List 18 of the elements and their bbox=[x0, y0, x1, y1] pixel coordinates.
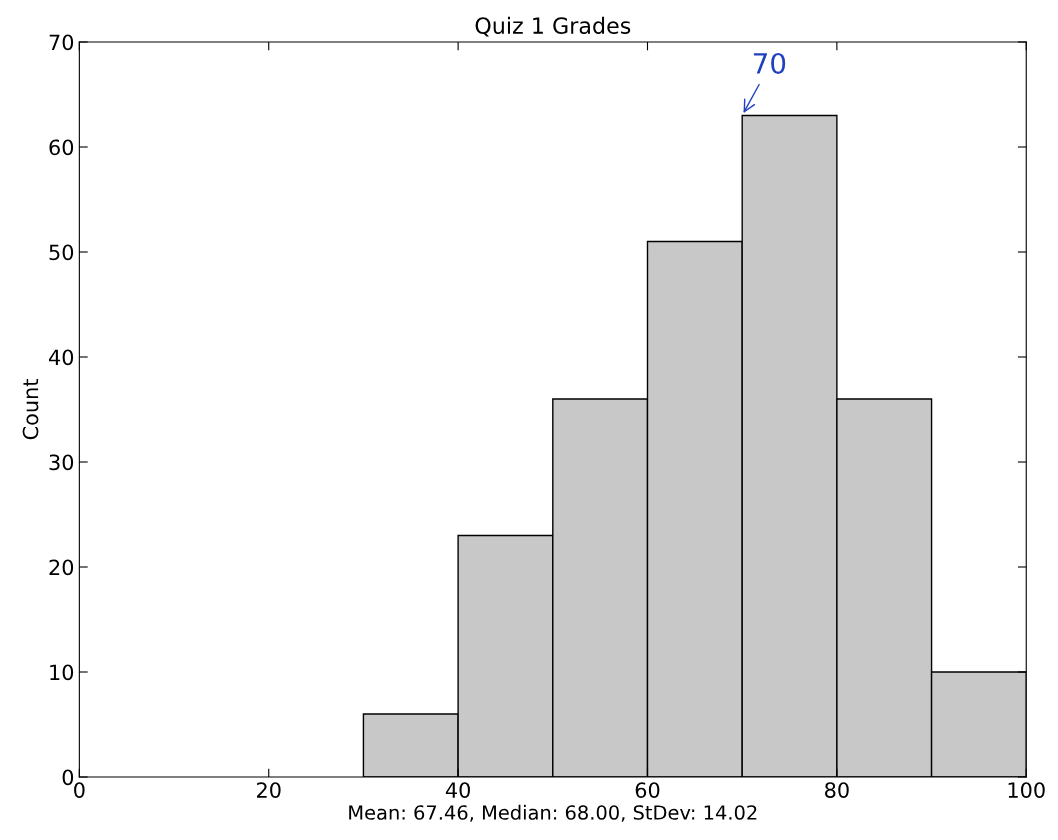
x-tick-label: 60 bbox=[635, 782, 660, 798]
y-tick-label: 20 bbox=[49, 559, 74, 576]
x-tick-label: 40 bbox=[445, 782, 470, 798]
chart-title: Quiz 1 Grades bbox=[475, 16, 631, 37]
x-tick-label: 0 bbox=[74, 782, 85, 798]
y-tick-label: 10 bbox=[50, 664, 74, 681]
x-tick-label: 80 bbox=[825, 782, 849, 798]
x-tick-label: 100 bbox=[1008, 782, 1045, 798]
y-tick-label: 60 bbox=[49, 139, 74, 156]
y-tick-label: 0 bbox=[62, 769, 74, 786]
y-axis-title: Count bbox=[22, 379, 39, 440]
x-tick-label: 20 bbox=[257, 782, 281, 798]
y-tick-label: 40 bbox=[49, 349, 74, 366]
x-axis-title: Mean: 67.46, Median: 68.00, StDev: 14.02 bbox=[349, 804, 757, 822]
y-tick-label: 70 bbox=[49, 34, 74, 51]
y-tick-label: 50 bbox=[49, 244, 74, 261]
y-tick-label: 30 bbox=[49, 454, 74, 471]
annotation: 70 bbox=[753, 52, 786, 74]
